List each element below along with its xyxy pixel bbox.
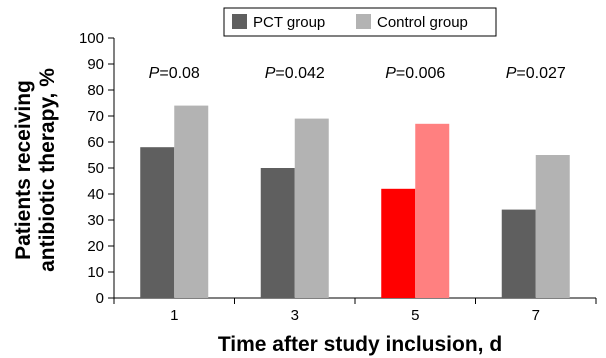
y-tick-label: 80 [87, 82, 104, 99]
y-axis-title: Patients receiving antibiotic therapy, % [12, 68, 59, 272]
y-tick-label: 50 [87, 160, 104, 177]
legend-label-pct: PCT group [253, 14, 325, 31]
bar-pct-day-1 [140, 147, 175, 298]
y-tick-label: 10 [87, 264, 104, 281]
p-value-annotations: P=0.08 P=0.042 P=0.006 P=0.027 [149, 65, 566, 82]
bar-control-day-3 [294, 118, 329, 298]
x-axis: 1 3 5 7 [113, 297, 597, 324]
y-tick-label: 30 [87, 212, 104, 229]
y-tick-label: 90 [87, 56, 104, 73]
bars [140, 105, 570, 298]
x-tick-label: 5 [411, 307, 419, 324]
y-tick-label: 20 [87, 238, 104, 255]
bar-pct-day-3 [260, 168, 295, 298]
p-value-label: P=0.08 [149, 65, 200, 82]
p-value-label: P=0.042 [265, 65, 325, 82]
x-tick-label: 7 [532, 307, 540, 324]
bar-control-day-5 [415, 123, 450, 298]
y-tick-label: 40 [87, 186, 104, 203]
x-tick-label: 1 [170, 307, 178, 324]
p-value-label: P=0.027 [506, 65, 566, 82]
legend-swatch-control [356, 14, 371, 29]
y-tick-label: 70 [87, 108, 104, 125]
p-value-label: P=0.006 [385, 65, 445, 82]
y-axis: 0 10 20 30 40 50 60 70 80 90 100 [79, 30, 115, 307]
legend-swatch-pct [232, 14, 247, 29]
y-tick-label: 60 [87, 134, 104, 151]
x-tick-label: 3 [291, 307, 299, 324]
bar-control-day-1 [174, 105, 209, 298]
legend-label-control: Control group [377, 14, 468, 31]
y-axis-title-line-1: Patients receiving [12, 80, 35, 260]
y-tick-label: 100 [79, 30, 104, 47]
bar-pct-day-5 [381, 188, 416, 298]
bar-control-day-7 [535, 155, 570, 298]
legend: PCT group Control group [223, 7, 497, 37]
y-axis-title-line-2: antibiotic therapy, % [36, 68, 59, 272]
x-axis-title: Time after study inclusion, d [218, 333, 502, 356]
y-tick-label: 0 [96, 290, 104, 307]
bar-pct-day-7 [501, 209, 536, 298]
